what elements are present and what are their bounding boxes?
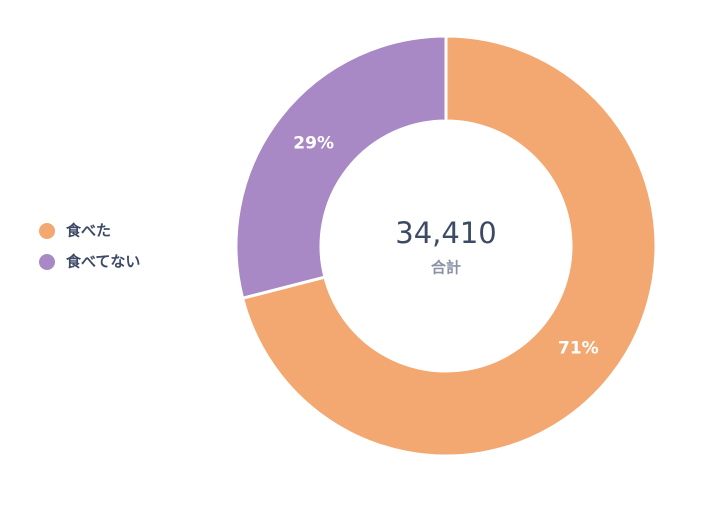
- legend-swatch: [39, 254, 55, 270]
- donut-slice: [234, 34, 448, 301]
- legend-swatch: [39, 223, 55, 239]
- legend-label: 食べた: [66, 222, 111, 240]
- total-label: 合計: [430, 259, 461, 277]
- slice-label: 29%: [293, 133, 334, 153]
- total-value: 34,410: [395, 216, 496, 250]
- legend-label: 食べてない: [66, 253, 140, 271]
- slice-label: 71%: [558, 339, 599, 359]
- donut-slice: [240, 34, 658, 458]
